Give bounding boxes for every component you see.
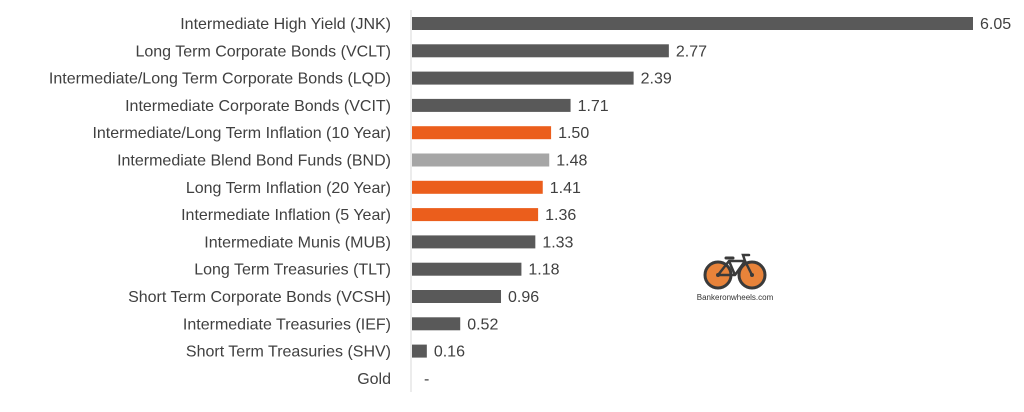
bar — [412, 208, 539, 222]
category-label: Intermediate High Yield (JNK) — [180, 16, 391, 33]
value-label: 0.52 — [467, 316, 498, 333]
bar — [412, 153, 550, 167]
category-label: Intermediate/Long Term Inflation (10 Yea… — [92, 125, 391, 142]
category-label: Short Term Corporate Bonds (VCSH) — [128, 289, 391, 306]
value-label: 1.71 — [578, 98, 609, 115]
category-label: Intermediate/Long Term Corporate Bonds (… — [49, 71, 391, 88]
bar — [412, 98, 571, 112]
logo-text: Bankeronwheels.com — [697, 293, 774, 302]
category-label: Long Term Corporate Bonds (VCLT) — [135, 43, 391, 60]
value-label: - — [424, 371, 429, 388]
logo: Bankeronwheels.com — [697, 253, 774, 302]
bar — [412, 126, 552, 140]
labels-layer: Intermediate High Yield (JNK) 6.05 Long Te… — [49, 16, 1011, 388]
bar — [412, 344, 427, 358]
bars-layer — [412, 17, 973, 358]
category-label: Gold — [357, 371, 391, 388]
value-label: 0.16 — [434, 344, 465, 361]
value-label: 1.41 — [550, 180, 581, 197]
bar — [412, 17, 973, 30]
value-label: 1.18 — [528, 262, 559, 279]
value-label: 1.48 — [556, 153, 587, 170]
category-label: Intermediate Treasuries (IEF) — [183, 316, 391, 333]
value-label: 1.36 — [545, 207, 576, 224]
bar — [412, 71, 634, 85]
bar — [412, 262, 522, 276]
value-label: 6.05 — [980, 16, 1011, 33]
category-label: Long Term Treasuries (TLT) — [194, 262, 391, 279]
bar — [412, 235, 536, 249]
bicycle-icon — [703, 253, 767, 290]
category-label: Intermediate Munis (MUB) — [204, 234, 391, 251]
bar — [412, 44, 669, 58]
bar — [412, 317, 461, 331]
bar — [412, 180, 543, 194]
value-label: 1.33 — [542, 234, 573, 251]
category-label: Intermediate Blend Bond Funds (BND) — [117, 153, 391, 170]
value-label: 2.39 — [641, 71, 672, 88]
bar — [412, 290, 502, 303]
value-label: 2.77 — [676, 43, 707, 60]
value-label: 0.96 — [508, 289, 539, 306]
category-label: Intermediate Corporate Bonds (VCIT) — [125, 98, 391, 115]
value-label: 1.50 — [558, 125, 589, 142]
category-label: Short Term Treasuries (SHV) — [186, 344, 391, 361]
category-label: Intermediate Inflation (5 Year) — [181, 207, 391, 224]
category-label: Long Term Inflation (20 Year) — [186, 180, 391, 197]
